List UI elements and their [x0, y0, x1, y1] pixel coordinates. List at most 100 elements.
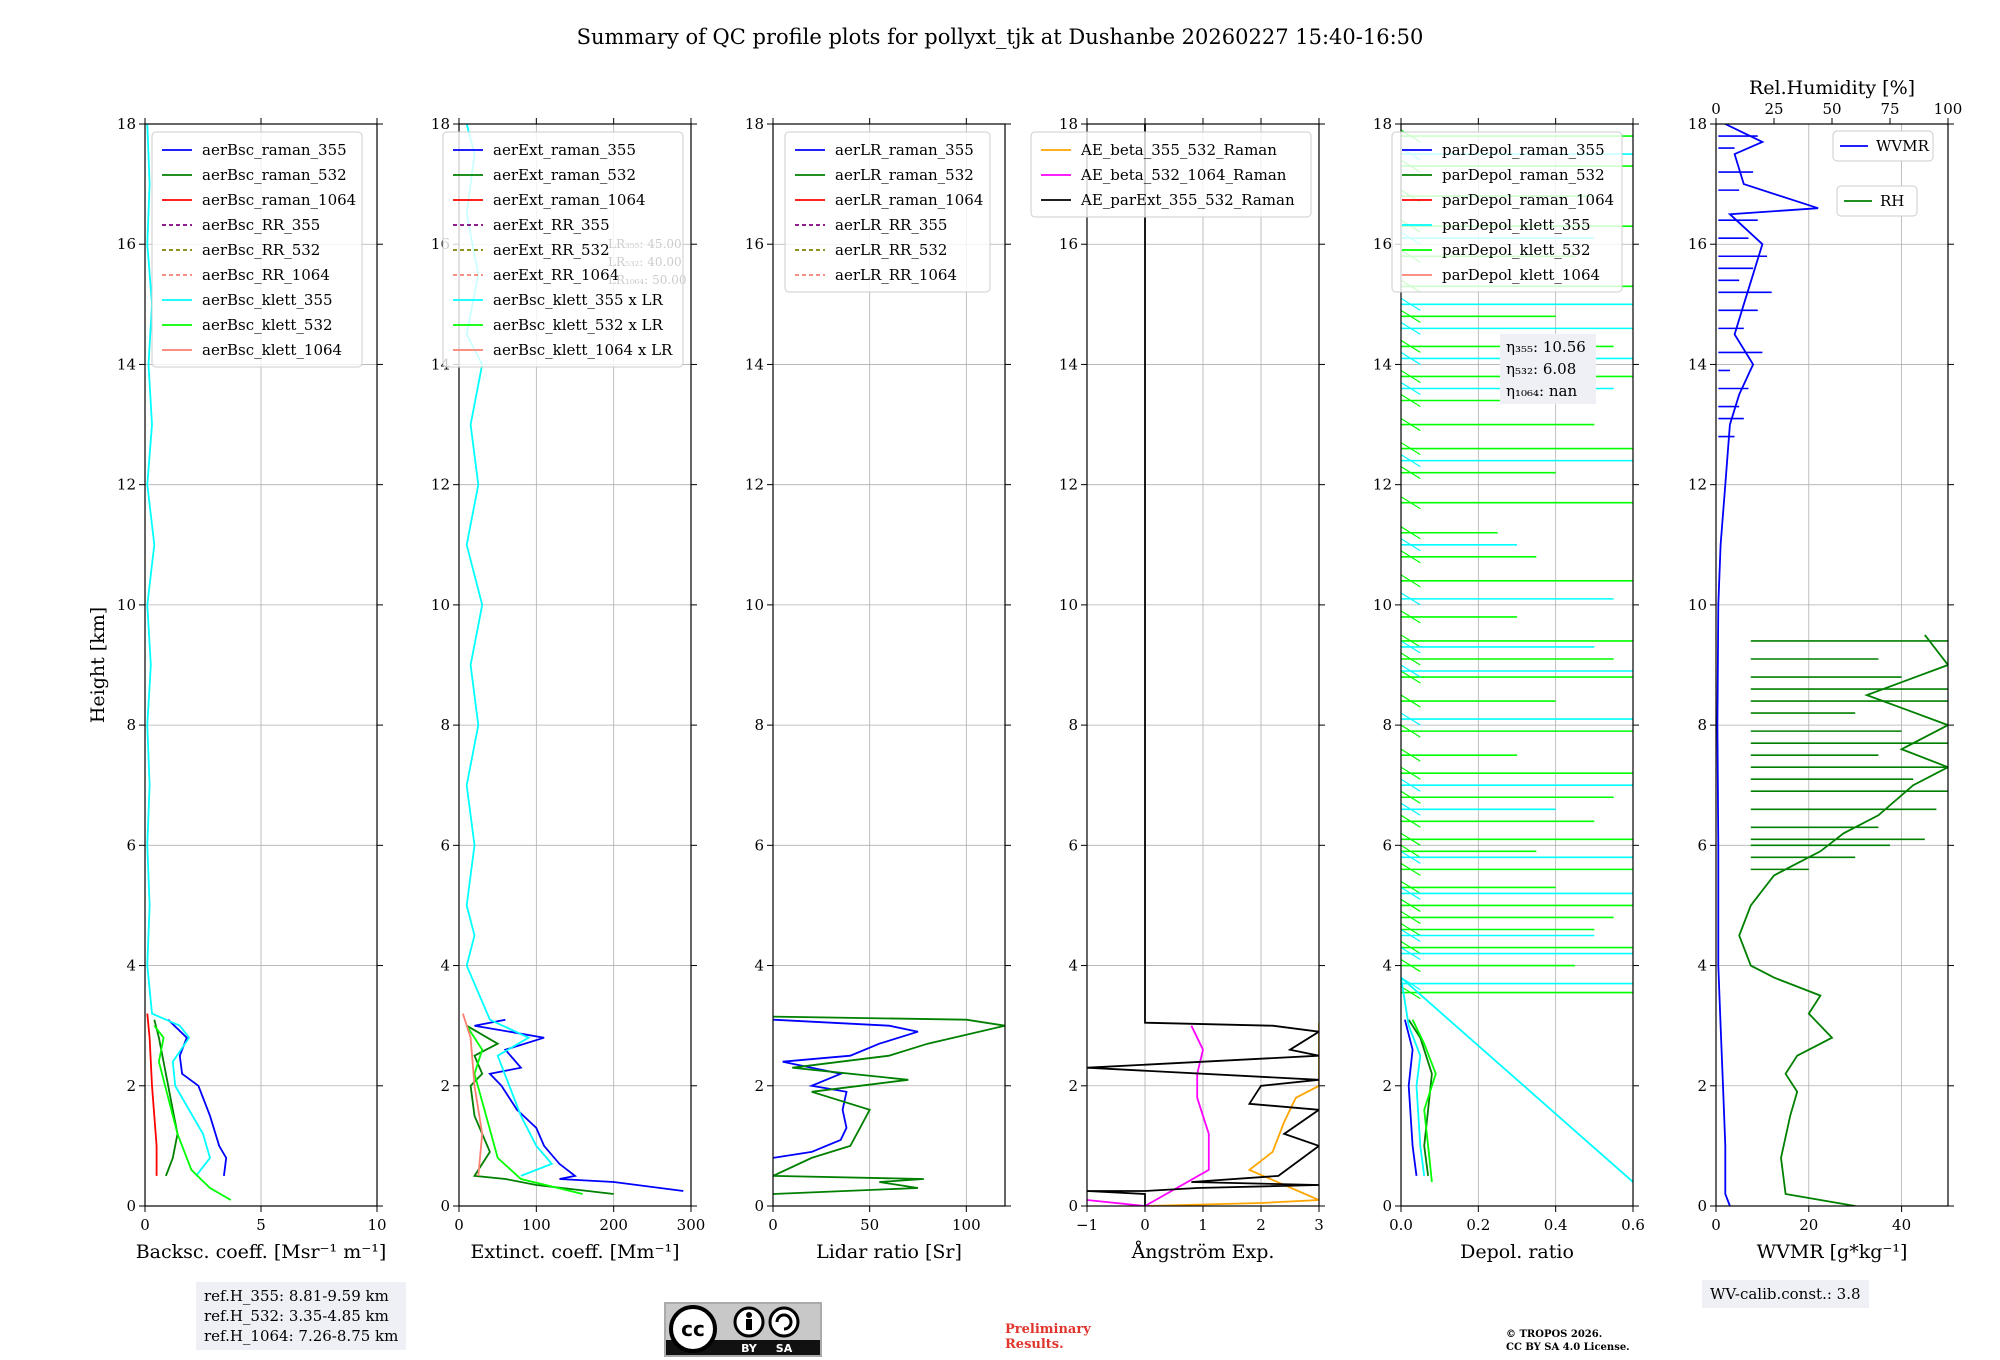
x-tick-label: 1	[1198, 1216, 1208, 1234]
x-tick-label: 0	[768, 1216, 778, 1234]
axes-frame	[458, 123, 692, 1207]
series-aerLR_raman_532	[773, 1015, 1005, 1195]
y-tick-label: 2	[1382, 1077, 1392, 1095]
preliminary-line-1: Preliminary	[1005, 1322, 1091, 1337]
cc-license-badge[interactable]: cc BY SA	[664, 1302, 822, 1357]
depol-wiggle	[1401, 466, 1421, 480]
legend-frame	[1832, 130, 1934, 162]
top-x-axis-label: Rel.Humidity [%]	[1749, 77, 1915, 99]
y-tick-label: 10	[1373, 596, 1392, 614]
depol-wiggle	[1401, 922, 1421, 936]
legend-frame	[784, 131, 991, 293]
depol-wiggle	[1401, 652, 1421, 666]
y-tick-label: 2	[1697, 1077, 1707, 1095]
y-tick-label: 8	[1068, 716, 1078, 734]
legend-frame	[442, 131, 684, 368]
x-tick-label: 100	[522, 1216, 551, 1234]
depol-wiggle	[1401, 947, 1421, 961]
y-tick-label: 14	[745, 355, 764, 373]
legend-entry: parDepol_klett_1064	[1442, 266, 1600, 284]
legend: aerLR_raman_355 aerLR_raman_532 aerLR_rama…	[784, 131, 991, 293]
depol-wiggle	[1401, 712, 1421, 726]
legend-entry: AE_parExt_355_532_Raman	[1080, 191, 1295, 209]
depol-wiggle	[1401, 610, 1421, 624]
legend-entry: aerLR_raman_355	[835, 141, 974, 159]
data-layer	[1716, 124, 1948, 1206]
y-tick-label: 2	[1068, 1077, 1078, 1095]
y-tick-label: 16	[1688, 235, 1707, 253]
x-tick-label: 0	[1711, 1216, 1721, 1234]
series-aerBsc_klett_1064 x LR	[462, 1013, 484, 1176]
x-axis-label: WVMR [g*kg⁻¹]	[1757, 1241, 1908, 1263]
y-tick-label: 10	[1688, 596, 1707, 614]
subplot-bsc: 0 5 10 0 2 4 6 8 10 12 14 16 18 Backsc. coeff. [Msr⁻¹…	[87, 115, 387, 1263]
axes-frame	[772, 123, 1006, 1207]
legend-entry: aerLR_raman_1064	[835, 191, 983, 209]
depol-wiggle	[1401, 959, 1421, 973]
x-tick-label: 3	[1314, 1216, 1324, 1234]
y-tick-label: 18	[117, 115, 136, 133]
y-tick-label: 0	[1697, 1197, 1707, 1215]
series-parDepol_raman_355	[1404, 1019, 1418, 1177]
depol-wiggle	[1401, 496, 1421, 510]
legend-entry: aerBsc_raman_355	[202, 141, 347, 159]
data-layer	[773, 1015, 1005, 1195]
depol-wiggle	[1401, 664, 1421, 678]
legend-entry: aerLR_RR_1064	[835, 266, 957, 284]
x-tick-label: 50	[860, 1216, 879, 1234]
legend-entry: parDepol_klett_355	[1442, 216, 1591, 234]
x-tick-label: 100	[952, 1216, 981, 1234]
legend-entry: parDepol_raman_355	[1442, 141, 1605, 159]
top-x-tick-label: 75	[1880, 100, 1899, 118]
y-tick-label: 0	[1382, 1197, 1392, 1215]
y-tick-label: 12	[745, 476, 764, 494]
series-aerBsc_klett_355	[146, 124, 211, 1177]
series-aerLR_raman_355	[773, 1018, 919, 1159]
depol-wiggle	[1401, 454, 1421, 468]
legend-entry: AE_beta_355_532_Raman	[1080, 141, 1277, 159]
depol-wiggle	[1401, 640, 1421, 654]
y-tick-label: 18	[745, 115, 764, 133]
series-aerBsc_raman_355	[167, 1019, 228, 1177]
legend-entry: aerExt_raman_355	[493, 141, 636, 159]
depol-wiggle	[1401, 941, 1421, 955]
y-tick-label: 4	[754, 957, 764, 975]
depol-wiggle	[1401, 986, 1421, 1000]
figure-title: Summary of QC profile plots for pollyxt_…	[577, 25, 1424, 49]
series-WVMR	[1716, 124, 1819, 1206]
depol-wiggle	[1401, 694, 1421, 708]
series-AE_parExt_355_532_Raman	[1087, 124, 1319, 1206]
y-tick-label: 12	[117, 476, 136, 494]
y-tick-label: 14	[1373, 355, 1392, 373]
y-tick-label: 6	[440, 836, 450, 854]
preliminary-line-2: Results.	[1005, 1337, 1064, 1352]
depol-wiggle	[1401, 790, 1421, 804]
y-tick-label: 2	[754, 1077, 764, 1095]
depol-wiggle	[1401, 321, 1421, 335]
x-tick-label: 0.6	[1621, 1216, 1645, 1234]
y-tick-label: 16	[1373, 235, 1392, 253]
x-tick-label: 20	[1799, 1216, 1818, 1234]
depol-wiggle	[1401, 297, 1421, 311]
depol-wiggle	[1401, 880, 1421, 894]
depol-wiggle	[1401, 634, 1421, 648]
legend-entry: aerExt_raman_1064	[493, 191, 646, 209]
y-tick-label: 2	[126, 1077, 136, 1095]
eta-annotation: η₅₃₂: 6.08	[1506, 360, 1576, 378]
legend-entry: aerBsc_raman_1064	[202, 191, 356, 209]
x-tick-label: 0.4	[1544, 1216, 1568, 1234]
top-x-tick-label: 25	[1764, 100, 1783, 118]
legend-entry: parDepol_klett_532	[1442, 241, 1591, 259]
series-aerExt_raman_355	[474, 1018, 684, 1192]
top-x-tick-label: 100	[1934, 100, 1963, 118]
y-tick-label: 0	[1068, 1197, 1078, 1215]
y-tick-label: 10	[1059, 596, 1078, 614]
cc-label: cc	[681, 1317, 705, 1341]
x-axis-label: Ångström Exp.	[1131, 1241, 1275, 1263]
depol-wiggle	[1401, 898, 1421, 912]
lr-annotation: LR₁₀₆₄: 50.00	[608, 273, 686, 287]
legend: AE_beta_355_532_Raman AE_beta_532_1064_Ra…	[1030, 131, 1312, 218]
depol-wiggle	[1401, 538, 1421, 552]
